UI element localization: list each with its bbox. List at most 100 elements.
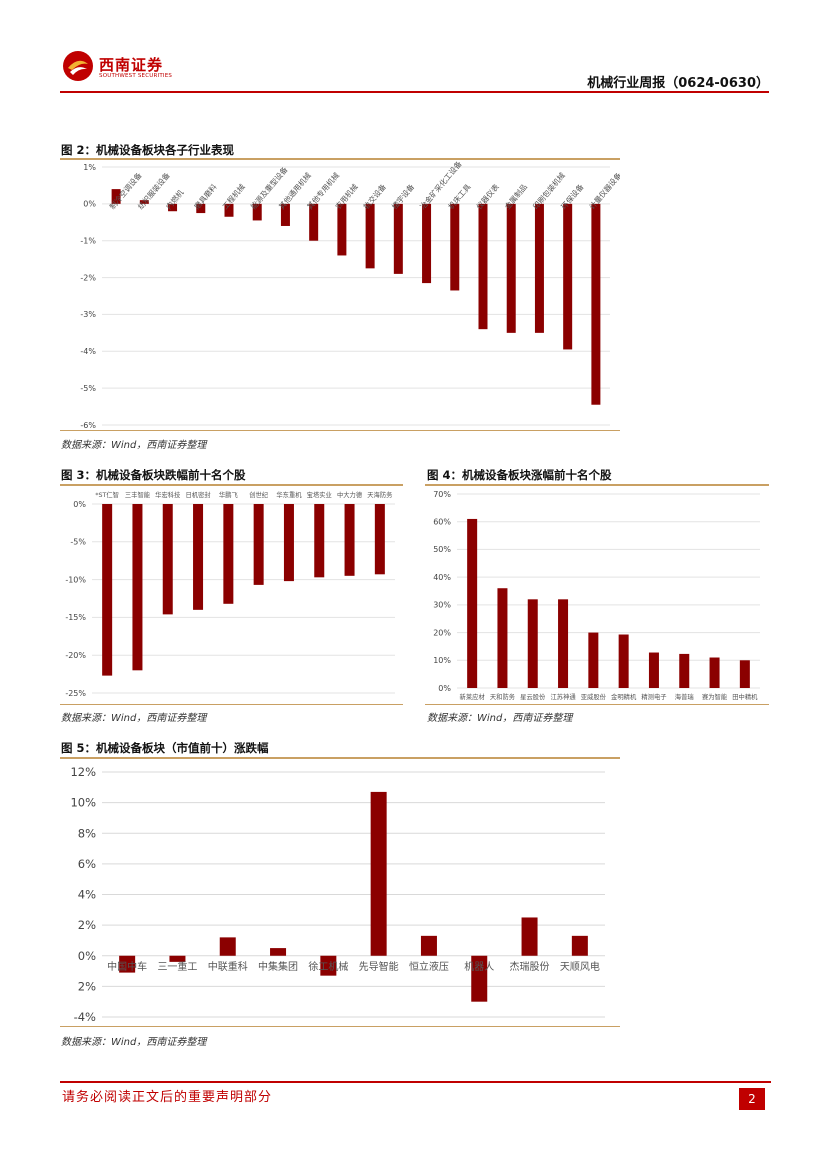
fig2-bar — [309, 203, 319, 241]
fig5-y-tick-label: -4% — [74, 1010, 96, 1024]
fig2-category-label: 磨具磨料 — [192, 181, 219, 211]
fig3-category-label: 华东重机 — [276, 490, 302, 499]
fig5-category-label: 天顺风电 — [560, 960, 600, 973]
fig5-y-tick-label: 2% — [78, 979, 96, 993]
fig4-y-tick-label: 70% — [433, 490, 451, 499]
fig4-y-tick-label: 40% — [433, 573, 451, 582]
fig5-bar — [219, 937, 236, 956]
fig2-bar — [422, 203, 432, 284]
fig3-y-tick-label: -5% — [70, 538, 86, 547]
fig5-bar — [119, 955, 136, 973]
fig3-bar — [283, 504, 294, 582]
fig3-bar — [102, 504, 113, 676]
fig5-y-tick-label: 2% — [78, 918, 96, 932]
fig3-chart: 0% -5% -10% -15% -20% -25% *ST仁智 三丰智能 华宏科技 日机密封 华鹏… — [65, 490, 395, 698]
fig3-category-label: 日机密封 — [185, 490, 211, 499]
fig2-y-tick-label: -5% — [80, 384, 96, 393]
fig5-y-tick-label: 4% — [78, 888, 96, 902]
fig2-bar — [478, 203, 488, 330]
fig2-bar — [591, 203, 601, 405]
logo-subtext: SOUTHWEST SECURITIES — [99, 73, 173, 79]
fig2-category-label: 工程机械 — [220, 181, 247, 211]
logo: 西南证券 SOUTHWEST SECURITIES — [62, 50, 182, 86]
fig4-bar — [739, 660, 750, 688]
fig2-y-tick-label: 1% — [83, 163, 96, 172]
fig5-title: 图 5：机械设备板块（市值前十）涨跌幅 — [61, 741, 269, 755]
fig3-y-tick-label: -25% — [65, 689, 86, 698]
fig3-category-label: 天海防务 — [367, 490, 393, 499]
fig5-category-label: 中联重科 — [208, 960, 248, 973]
fig3-category-label: 三丰智能 — [125, 490, 151, 499]
fig3-source: 数据来源：Wind，西南证券整理 — [61, 713, 207, 724]
fig5-bar — [270, 948, 287, 956]
fig5-y-tick-label: 12% — [70, 765, 96, 779]
footer-divider — [60, 1081, 771, 1083]
fig2-bottom-rule — [60, 430, 620, 431]
fig2-bar — [196, 203, 206, 214]
fig3-category-label: 华宏科技 — [155, 490, 181, 499]
fig2-source: 数据来源：Wind，西南证券整理 — [61, 440, 207, 451]
fig4-category-label: 金明精机 — [611, 692, 637, 701]
fig2-category-label: 环保设备 — [559, 181, 586, 211]
fig4-bar — [679, 653, 690, 688]
fig5-category-label: 三一重工 — [157, 960, 197, 973]
fig3-bottom-rule — [60, 704, 403, 705]
fig2-bar — [168, 203, 178, 212]
fig4-category-label: 江苏神通 — [550, 692, 576, 701]
fig5-y-tick-label: 0% — [78, 949, 96, 963]
fig2-bar — [506, 203, 516, 333]
fig5-bar — [521, 917, 538, 956]
fig4-bar — [709, 657, 720, 688]
fig4-source: 数据来源：Wind，西南证券整理 — [427, 713, 573, 724]
header-divider — [60, 91, 769, 93]
fig3-bar — [344, 504, 355, 576]
fig2-bar — [534, 203, 544, 333]
fig4-bar — [558, 599, 569, 688]
fig2-y-tick-label: -3% — [80, 310, 96, 319]
fig4-bar — [497, 588, 508, 688]
fig5-bar — [571, 935, 588, 956]
fig4-y-tick-label: 50% — [433, 545, 451, 554]
fig2-bar — [280, 203, 290, 226]
fig4-category-label: 精测电子 — [641, 692, 666, 701]
fig2-category-label: 仪器仪表 — [474, 181, 501, 211]
fig3-bar — [162, 504, 173, 615]
fig5-category-label: 中集集团 — [258, 960, 298, 973]
fig4-y-tick-label: 30% — [433, 601, 451, 610]
fig2-bar — [337, 203, 347, 256]
fig2-category-label: 轨交设备 — [361, 181, 388, 211]
fig2-category-label: 楼宇设备 — [389, 181, 416, 211]
fig5-chart: 12% 10% 8% 6% 4% 2% 0% 2% -4% 中国中车 三一重工 中联重科 中集集团 徐工机… — [70, 765, 605, 1024]
fig4-bar — [648, 652, 659, 688]
fig5-category-label: 机器人 — [464, 960, 494, 973]
fig5-source: 数据来源：Wind，西南证券整理 — [61, 1037, 207, 1048]
fig3-category-label: 宝塔实业 — [307, 490, 332, 499]
fig2-y-tick-label: -4% — [80, 347, 96, 356]
fig2-bar — [365, 203, 375, 269]
report-title: 机械行业周报（0624-0630） — [587, 76, 769, 91]
fig5-bar — [420, 935, 437, 956]
fig3-bar — [223, 504, 234, 604]
fig4-category-label: 亚威股份 — [581, 692, 607, 701]
fig5-top-rule — [60, 757, 620, 759]
fig5-category-label: 杰瑞股份 — [510, 961, 550, 973]
fig5-category-label: 中国中车 — [107, 960, 147, 973]
fig3-y-tick-label: -20% — [65, 651, 86, 660]
fig5-category-label: 恒立液压 — [409, 960, 449, 973]
fig5-y-tick-label: 6% — [78, 857, 96, 871]
fig4-y-tick-label: 60% — [433, 518, 451, 527]
fig4-bottom-rule — [425, 704, 769, 705]
fig5-bar — [169, 955, 186, 962]
fig3-bar — [374, 504, 385, 575]
fig4-category-label: 新莱应材 — [460, 692, 486, 701]
fig3-bar — [193, 504, 204, 610]
fig4-category-label: 星云股份 — [520, 692, 546, 701]
fig4-category-label: 天和防务 — [490, 692, 516, 701]
fig3-y-tick-label: 0% — [73, 500, 86, 509]
fig3-y-tick-label: -15% — [65, 613, 86, 622]
fig4-category-label: 赛为智能 — [702, 692, 728, 701]
fig5-y-tick-label: 10% — [70, 796, 96, 810]
fig2-category-label: 机床工具 — [446, 181, 473, 211]
fig2-y-tick-label: 0% — [83, 200, 96, 209]
